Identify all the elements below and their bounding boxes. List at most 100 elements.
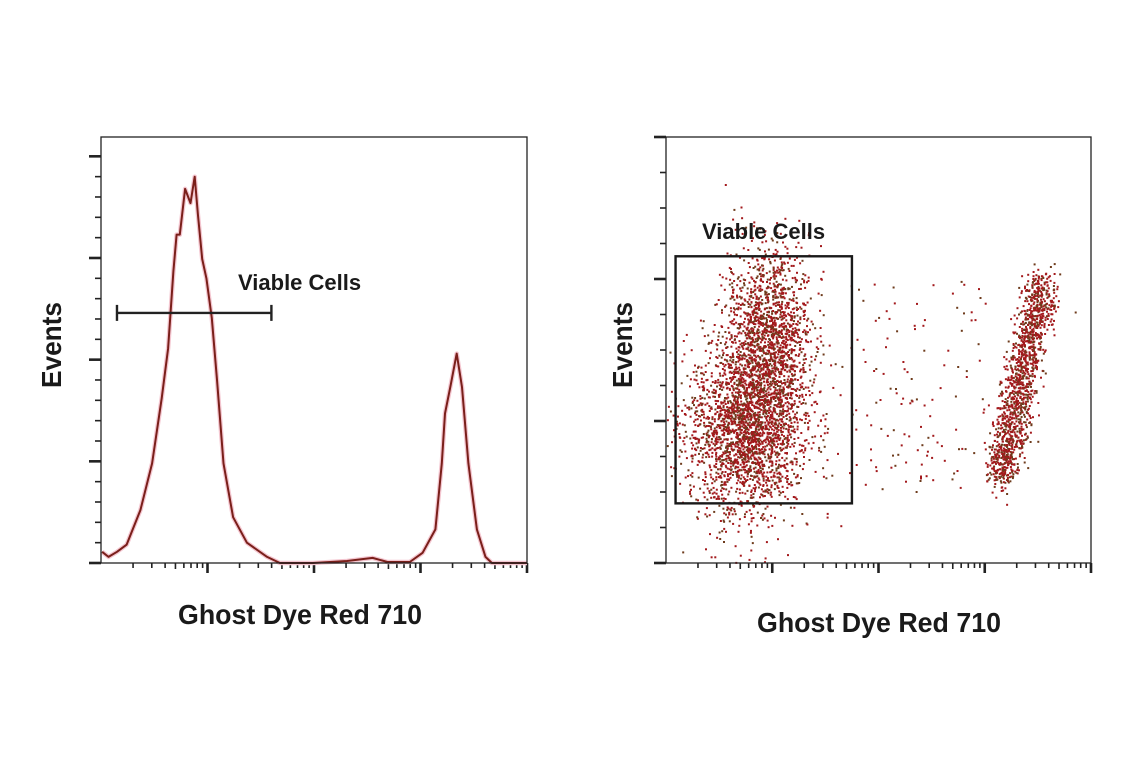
scatter-point: [717, 418, 720, 421]
scatter-point: [725, 438, 728, 441]
scatter-point: [715, 303, 718, 306]
scatter-point: [743, 354, 746, 357]
scatter-point: [756, 362, 759, 365]
scatter-point: [791, 392, 794, 395]
scatter-point: [790, 319, 793, 322]
scatter-point: [697, 510, 700, 513]
scatter-point: [755, 380, 757, 383]
scatter-point: [733, 421, 736, 424]
scatter-point: [752, 339, 754, 341]
scatter-point: [1004, 461, 1007, 464]
scatter-point: [993, 470, 996, 473]
scatter-point: [1048, 304, 1051, 307]
scatter-point: [768, 479, 771, 482]
scatter-point: [706, 434, 708, 437]
scatter-point: [772, 386, 775, 389]
scatter-point: [779, 442, 782, 445]
scatter-point: [754, 393, 757, 396]
scatter-point: [792, 496, 795, 498]
scatter-point: [1014, 400, 1017, 403]
scatter-point: [780, 292, 783, 295]
scatter-point: [796, 314, 799, 317]
scatter-point: [756, 380, 759, 382]
scatter-point: [782, 361, 784, 364]
scatter-point: [742, 452, 744, 455]
scatter-point: [700, 377, 703, 380]
scatter-point: [773, 481, 776, 484]
scatter-point: [769, 306, 772, 309]
scatter-point: [790, 422, 793, 424]
scatter-point: [718, 331, 721, 334]
scatter-point: [762, 377, 765, 380]
scatter-point: [739, 463, 742, 466]
scatter-point: [689, 490, 691, 493]
scatter-point: [774, 324, 777, 327]
scatter-point: [755, 356, 758, 359]
scatter-point: [1029, 312, 1032, 315]
scatter-point: [726, 447, 729, 450]
scatter-point: [737, 308, 740, 311]
scatter-point: [1000, 475, 1003, 478]
scatter-point: [745, 347, 748, 350]
scatter-point: [764, 428, 767, 431]
scatter-point: [754, 488, 757, 491]
scatter-point: [782, 386, 785, 389]
scatter-point: [767, 423, 770, 426]
scatter-point: [741, 357, 744, 360]
scatter-point: [742, 378, 745, 381]
scatter-point: [739, 304, 742, 306]
scatter-point: [778, 401, 781, 404]
scatter-point: [1007, 481, 1010, 484]
scatter-point: [795, 306, 798, 309]
scatter-point: [769, 471, 772, 474]
scatter-point: [992, 457, 995, 460]
scatter-point: [769, 436, 772, 439]
scatter-point: [787, 439, 790, 442]
scatter-point: [763, 453, 766, 456]
scatter-point: [738, 418, 741, 421]
scatter-point: [757, 335, 760, 338]
scatter-point: [776, 451, 779, 454]
scatter-point: [751, 422, 754, 425]
scatter-point: [1021, 327, 1024, 330]
scatter-point: [739, 438, 742, 441]
scatter-point: [762, 350, 765, 353]
scatter-point: [683, 413, 686, 415]
scatter-point: [762, 317, 765, 320]
scatter-point: [733, 280, 736, 282]
scatter-point: [775, 469, 778, 472]
scatter-point: [1019, 407, 1022, 410]
scatter-point: [704, 371, 707, 373]
scatter-point: [740, 371, 743, 374]
scatter-point: [724, 411, 727, 414]
scatter-point: [767, 438, 769, 441]
scatter-point: [762, 315, 765, 318]
scatter-point: [1040, 295, 1043, 297]
scatter-point: [1043, 324, 1046, 327]
scatter-point: [1028, 336, 1031, 339]
scatter-point: [783, 435, 785, 438]
scatter-point: [795, 482, 798, 485]
scatter-point: [762, 495, 765, 498]
scatter-point: [737, 346, 740, 349]
scatter-point: [705, 417, 708, 420]
scatter-point: [729, 462, 732, 465]
scatter-point: [735, 482, 738, 485]
scatter-point: [735, 459, 738, 462]
histogram-line: [101, 175, 527, 564]
scatter-point: [719, 342, 722, 344]
scatter-point: [734, 402, 737, 405]
scatter-point: [743, 416, 746, 419]
scatter-point: [1017, 406, 1020, 409]
scatter-point: [768, 351, 771, 354]
scatter-point: [708, 464, 711, 467]
scatter-point: [799, 306, 802, 309]
scatter-point: [683, 443, 686, 446]
scatter-point: [719, 447, 722, 450]
scatter-point: [745, 471, 748, 474]
scatter-point: [712, 432, 715, 435]
scatter-point: [1030, 315, 1032, 318]
scatter-point: [753, 484, 756, 486]
scatter-point: [1037, 281, 1040, 284]
scatter-point: [712, 388, 715, 391]
